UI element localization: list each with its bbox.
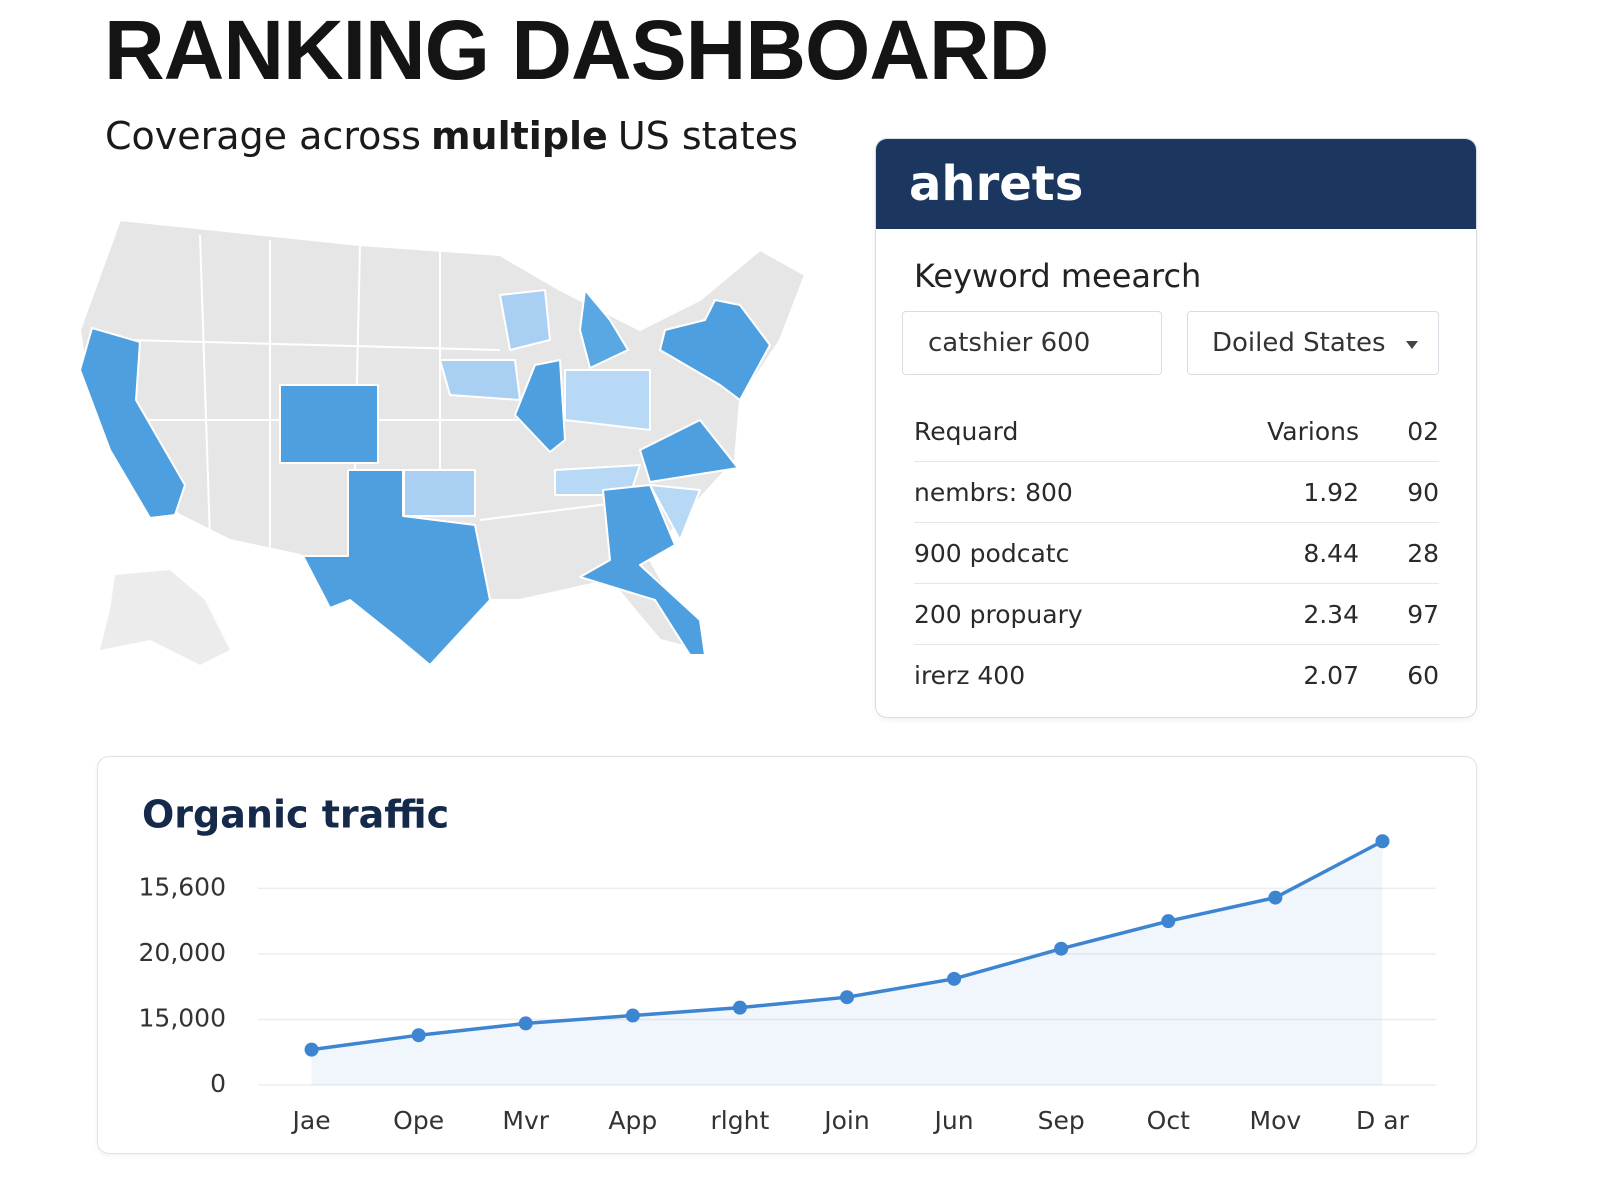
- point: [732, 1000, 747, 1015]
- y-tick-label: 0: [210, 1069, 226, 1098]
- x-tick-label: App: [608, 1106, 657, 1135]
- table-row: 200 propuary 2.34 97: [914, 583, 1439, 645]
- x-tick-label: D ar: [1356, 1106, 1410, 1135]
- chart-title: Organic traffic: [142, 793, 449, 837]
- point: [411, 1028, 426, 1043]
- point: [1054, 941, 1069, 956]
- table-cell: 02: [1359, 401, 1439, 462]
- table-row: irerz 400 2.07 60: [914, 645, 1439, 706]
- us-map: [79, 219, 806, 666]
- keyword-table: Requard Varions 02 nembrs: 800 1.92 90 900 pod…: [914, 401, 1439, 705]
- page-title: RANKING DASHBOARD: [104, 3, 1049, 97]
- y-tick-label: 15,600: [139, 872, 226, 901]
- subtitle-text: US states: [617, 114, 798, 158]
- table-cell: 60: [1407, 660, 1439, 690]
- table-row: nembrs: 800 1.92 90: [914, 461, 1439, 523]
- y-tick-label: 15,000: [139, 1003, 226, 1032]
- x-tick-label: rlght: [711, 1106, 770, 1135]
- point: [304, 1042, 319, 1057]
- table-cell: 200 propuary: [914, 583, 1249, 645]
- table-cell: 900 podcatc: [914, 522, 1249, 584]
- x-tick-label: Join: [822, 1106, 869, 1135]
- panel-heading: Keyword meearch: [914, 257, 1202, 295]
- x-tick-label: Ope: [393, 1106, 444, 1135]
- keyword-input[interactable]: catshier 600: [902, 311, 1162, 375]
- x-tick-label: Jae: [291, 1106, 331, 1135]
- table-cell: irerz 400: [914, 660, 1026, 690]
- brand: ahrets: [876, 139, 1476, 229]
- point: [625, 1008, 640, 1023]
- point: [840, 990, 854, 1005]
- table-cell: Varions: [1249, 401, 1359, 462]
- select-value: Doiled States: [1212, 328, 1386, 358]
- subtitle-bold: multiple: [430, 114, 608, 158]
- table-cell: 2.34: [1249, 583, 1359, 645]
- country-select[interactable]: Doiled States: [1187, 311, 1439, 375]
- point: [1375, 834, 1390, 849]
- table-cell: 2.07: [1303, 660, 1359, 690]
- x-tick-label: Oct: [1147, 1106, 1190, 1135]
- table-row: 900 podcatc 8.44 28: [914, 522, 1439, 584]
- point: [518, 1016, 533, 1031]
- chart: Organic traffic 0 15,000 20,000 15,600 Jae Op…: [139, 793, 1436, 1135]
- x-tick-label: Jun: [933, 1106, 974, 1135]
- point: [1268, 890, 1283, 905]
- subtitle-text: Coverage across: [105, 114, 421, 158]
- x-tick-label: Mov: [1250, 1106, 1302, 1135]
- table-cell: 8.44: [1249, 522, 1359, 584]
- table-row: Requard Varions 02: [914, 401, 1439, 462]
- table-cell: 28: [1359, 522, 1439, 584]
- point: [947, 971, 962, 986]
- point: [1161, 914, 1176, 929]
- keyword-panel: ahrets Keyword meearch catshier 600 Doil…: [875, 138, 1477, 718]
- y-tick-label: 20,000: [139, 938, 226, 967]
- x-tick-label: Mvr: [502, 1106, 549, 1135]
- table-cell: 97: [1359, 583, 1439, 645]
- table-cell: Requard: [914, 401, 1249, 462]
- chart-card: Organic traffic 0 15,000 20,000 15,600 Jae Op…: [97, 756, 1477, 1154]
- table-cell: 1.92: [1249, 461, 1359, 523]
- x-tick-label: Sep: [1038, 1106, 1085, 1135]
- subtitle: Coverage across multiple US states: [105, 114, 798, 158]
- table-cell: 90: [1359, 461, 1439, 523]
- area: [311, 841, 1383, 1085]
- table-cell: nembrs: 800: [914, 461, 1249, 523]
